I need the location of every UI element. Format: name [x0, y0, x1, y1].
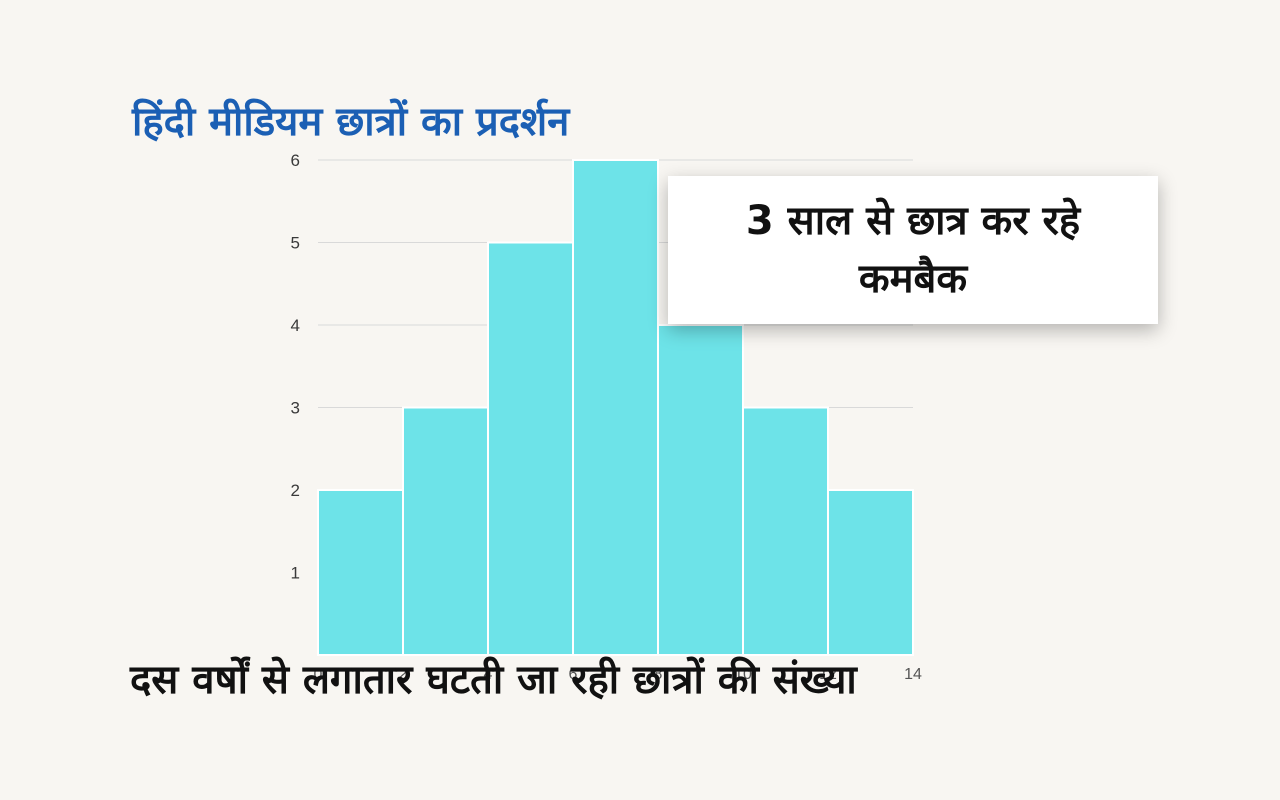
bar-10-12 [742, 406, 829, 656]
x-tick-label: 12 [819, 666, 837, 683]
bar-8-10 [657, 324, 744, 656]
y-tick-label: 2 [291, 481, 300, 500]
callout-text: 3 साल से छात्र कर रहे कमबैक [745, 198, 1081, 302]
x-tick-label: 0 [314, 666, 323, 683]
chart-headline: हिंदी मीडियम छात्रों का प्रदर्शन [132, 99, 570, 145]
y-tick-label: 4 [291, 316, 300, 335]
x-tick-label: 14 [904, 666, 922, 683]
x-tick-label: 2 [399, 666, 408, 683]
y-tick-label: 5 [291, 234, 300, 253]
y-tick-label: 6 [291, 151, 300, 170]
x-tick-label: 8 [654, 666, 663, 683]
bar-6-8 [572, 159, 659, 656]
callout-box: 3 साल से छात्र कर रहे कमबैक [668, 176, 1158, 324]
bar-12-14 [827, 489, 914, 656]
x-tick-label: 6 [569, 666, 578, 683]
y-tick-label: 1 [291, 564, 300, 583]
bar-4-6 [487, 241, 574, 656]
caption-text: दस वर्षों से लगातार घटती जा रही छात्रों … [130, 657, 857, 703]
bar-2-4 [402, 406, 489, 656]
x-tick-label: 4 [484, 666, 493, 683]
x-tick-label: 10 [734, 666, 752, 683]
y-tick-label: 3 [291, 399, 300, 418]
bar-0-2 [317, 489, 404, 656]
